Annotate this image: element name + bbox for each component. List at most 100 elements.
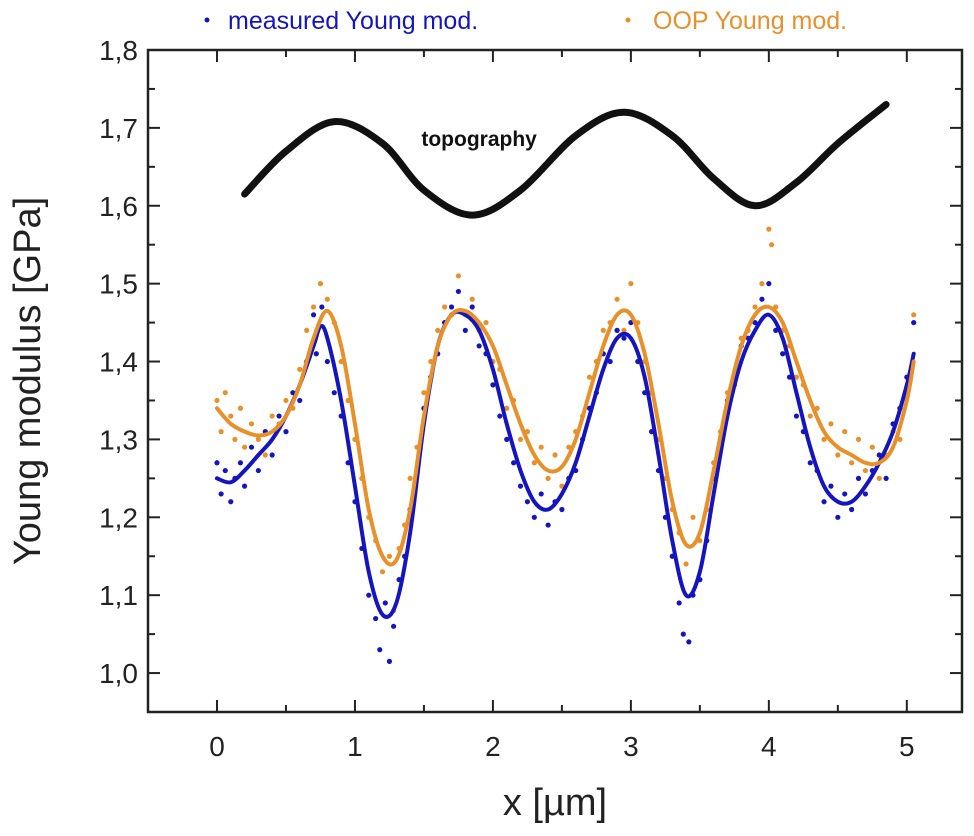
oop-point (842, 429, 848, 435)
oop-point (862, 467, 869, 474)
x-tick-label: 2 (485, 731, 501, 762)
measured-point (545, 522, 551, 528)
oop-point (304, 327, 310, 333)
measured-point (614, 327, 620, 333)
measured-point (448, 304, 455, 310)
measured-point (324, 358, 330, 365)
measured-point (559, 506, 565, 513)
measured-point (911, 319, 917, 326)
measured-point (766, 281, 772, 287)
measured-point (628, 319, 634, 326)
x-tick-label: 0 (209, 731, 225, 762)
measured-point (382, 600, 388, 606)
measured-point (680, 631, 686, 637)
oop-curve (214, 304, 916, 567)
oop-point (766, 226, 772, 232)
oop-point (821, 436, 827, 443)
measured-point (862, 491, 869, 497)
measured-point (621, 335, 627, 341)
oop-point (628, 281, 634, 287)
x-tick-label: 5 (899, 731, 915, 762)
oop-point (435, 327, 441, 333)
measured-point (538, 491, 544, 497)
oop-point (324, 296, 330, 302)
measured-point (511, 460, 517, 466)
oop-point (683, 561, 689, 567)
measured-point (676, 600, 682, 606)
oop-point (237, 405, 244, 411)
oop-point (897, 436, 903, 443)
measured-point (386, 658, 393, 664)
oop-point (297, 366, 303, 372)
y-tick-label: 1,7 (99, 113, 138, 144)
y-tick-label: 1,0 (99, 658, 138, 689)
measured-point (497, 413, 503, 419)
oop-point (552, 452, 558, 458)
legend-label-measured: measured Young mod. (228, 7, 478, 35)
measured-curve (214, 309, 916, 619)
oop-point (600, 327, 606, 333)
oop-point (241, 444, 248, 450)
measured-point (390, 623, 397, 629)
measured-point (455, 288, 462, 295)
measured-point (319, 304, 325, 310)
oop-point (545, 475, 551, 481)
y-tick-label: 1,1 (99, 580, 138, 611)
measured-point (842, 491, 848, 497)
oop-point (222, 390, 228, 396)
plot-frame (146, 48, 964, 714)
measured-point (759, 296, 765, 302)
x-tick-label: 4 (761, 731, 777, 762)
y-tick-label: 1,3 (99, 424, 138, 455)
measured-point (377, 647, 383, 653)
measured-point (462, 327, 468, 333)
oop-point (228, 413, 234, 419)
measured-point (310, 312, 317, 318)
oop-point (214, 397, 220, 404)
axes: 0 1 2 3 4 5 1,0 1,1 1,2 1,3 1,4 1,5 1,6 1,7 1,8 (99, 35, 964, 762)
measured-point (607, 358, 613, 365)
plot-area (214, 101, 917, 664)
oop-point (407, 475, 413, 481)
measured-point (313, 351, 319, 357)
oop-point (310, 304, 317, 310)
legend: measured Young mod. OOP Young mod. (204, 7, 847, 35)
measured-point (373, 615, 379, 622)
measured-point (228, 499, 234, 505)
measured-point (835, 514, 841, 520)
measured-point (248, 444, 255, 450)
y-tick-label: 1,5 (99, 269, 138, 300)
oop-point (504, 405, 510, 411)
oop-point (759, 281, 765, 287)
oop-point (621, 327, 627, 333)
measured-point (476, 343, 482, 349)
oop-point (262, 452, 268, 458)
measured-point (849, 506, 855, 513)
y-tick-label: 1,8 (99, 35, 138, 66)
oop-point (793, 374, 800, 380)
measured-point (237, 460, 244, 466)
measured-point (331, 390, 337, 396)
x-axis-label: x [µm] (503, 782, 607, 824)
oop-point (469, 296, 475, 302)
measured-point (821, 499, 827, 505)
oop-point (421, 390, 427, 396)
measured-point (517, 483, 524, 489)
measured-point (222, 467, 228, 474)
measured-point (366, 592, 372, 598)
measured-point (828, 483, 834, 489)
measured-point (297, 397, 303, 404)
measured-point (780, 351, 786, 357)
measured-point (752, 319, 758, 326)
oop-point (807, 413, 813, 419)
oop-point (876, 475, 882, 481)
x-tick-label: 3 (623, 731, 639, 762)
oop-point (232, 436, 238, 443)
oop-point (849, 460, 855, 466)
oop-point (255, 436, 261, 443)
y-tick-label: 1,6 (99, 191, 138, 222)
oop-point (538, 444, 544, 450)
oop-point (455, 273, 462, 279)
y-tick-label: 1,2 (99, 502, 138, 533)
oop-point (769, 242, 775, 248)
